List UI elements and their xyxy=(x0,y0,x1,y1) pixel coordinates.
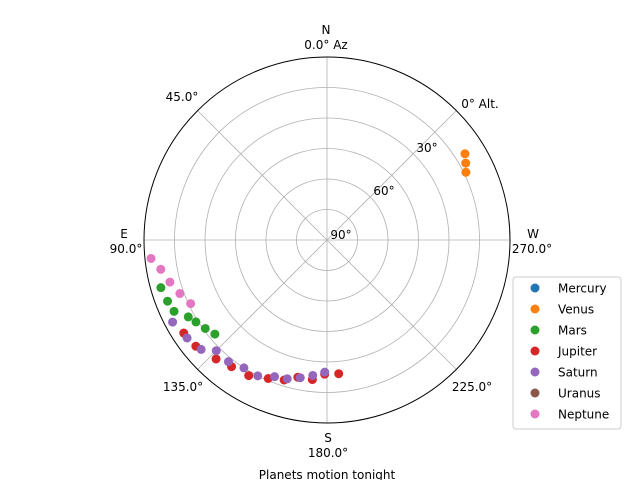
series-saturn xyxy=(168,317,330,384)
saturn-point xyxy=(168,317,178,327)
azimuth-tick-label: 180.0° xyxy=(308,446,348,460)
compass-label-west: W xyxy=(527,227,539,241)
azimuth-tick-label: 45.0° xyxy=(166,90,199,104)
saturn-point xyxy=(270,372,280,382)
polar-outer-frame xyxy=(143,56,511,424)
series-mars xyxy=(156,283,220,339)
legend-label-neptune: Neptune xyxy=(558,408,609,422)
azimuth-tick-label: 225.0° xyxy=(452,380,492,394)
azimuth-gridline xyxy=(326,239,457,370)
saturn-point xyxy=(295,373,305,383)
azimuth-gridline xyxy=(197,110,328,241)
azimuth-tick-label: 135.0° xyxy=(163,380,203,394)
saturn-point xyxy=(223,357,233,367)
neptune-point xyxy=(146,253,156,263)
legend-frame xyxy=(512,276,622,430)
mars-point xyxy=(200,323,210,333)
legend-marker-mercury xyxy=(530,283,540,293)
jupiter-point xyxy=(211,354,221,364)
altitude-tick-label: 60° xyxy=(373,184,394,198)
saturn-point xyxy=(239,363,249,373)
legend-marker-jupiter xyxy=(530,346,540,356)
saturn-point xyxy=(253,371,263,381)
jupiter-point xyxy=(244,371,254,381)
legend-label-saturn: Saturn xyxy=(558,366,598,380)
altitude-tick-label: 0° Alt. xyxy=(461,97,499,111)
venus-point xyxy=(461,167,471,177)
legend-label-jupiter: Jupiter xyxy=(557,345,597,359)
altitude-tick-label: 30° xyxy=(416,141,437,155)
mars-point xyxy=(210,329,220,339)
azimuth-tick-label: 270.0° xyxy=(512,242,552,256)
altitude-tick-label: 90° xyxy=(330,228,351,242)
legend-label-mars: Mars xyxy=(558,324,587,338)
azimuth-tick-label: 90.0° xyxy=(110,242,143,256)
compass-label-south: S xyxy=(324,431,332,445)
compass-label-east: E xyxy=(120,227,128,241)
saturn-point xyxy=(211,346,221,356)
legend-label-mercury: Mercury xyxy=(558,282,607,296)
legend-items: Mercury Venus Mars Jupiter Saturn Uranus Neptu… xyxy=(530,282,609,422)
legend-marker-mars xyxy=(530,325,540,335)
mars-point xyxy=(183,312,193,322)
legend-marker-saturn xyxy=(530,367,540,377)
x-axis-label: Planets motion tonight xyxy=(259,468,396,480)
neptune-point xyxy=(186,299,196,309)
neptune-point xyxy=(165,277,175,287)
legend: Mercury Venus Mars Jupiter Saturn Uranus Neptu… xyxy=(512,276,622,430)
mars-point xyxy=(156,283,166,293)
legend-marker-uranus xyxy=(530,388,540,398)
saturn-point xyxy=(308,370,318,380)
saturn-point xyxy=(320,367,330,377)
azimuth-tick-label: 0.0° Az xyxy=(304,38,347,52)
legend-marker-neptune xyxy=(530,409,540,419)
saturn-point xyxy=(282,374,292,384)
jupiter-point xyxy=(334,369,344,379)
neptune-point xyxy=(175,289,185,299)
polar-grid xyxy=(144,57,510,423)
series-neptune xyxy=(146,253,196,309)
venus-point xyxy=(461,158,471,168)
neptune-point xyxy=(156,264,166,274)
legend-label-venus: Venus xyxy=(558,303,594,317)
saturn-point xyxy=(182,333,192,343)
data-points xyxy=(146,149,471,385)
compass-label-north: N xyxy=(322,23,331,37)
legend-label-uranus: Uranus xyxy=(558,387,601,401)
venus-point xyxy=(460,149,470,159)
legend-marker-venus xyxy=(530,304,540,314)
mars-point xyxy=(163,296,173,306)
series-venus xyxy=(460,149,471,177)
saturn-point xyxy=(196,344,206,354)
mars-point xyxy=(191,317,201,327)
azimuth-gridline xyxy=(326,110,457,241)
mars-point xyxy=(169,306,179,316)
